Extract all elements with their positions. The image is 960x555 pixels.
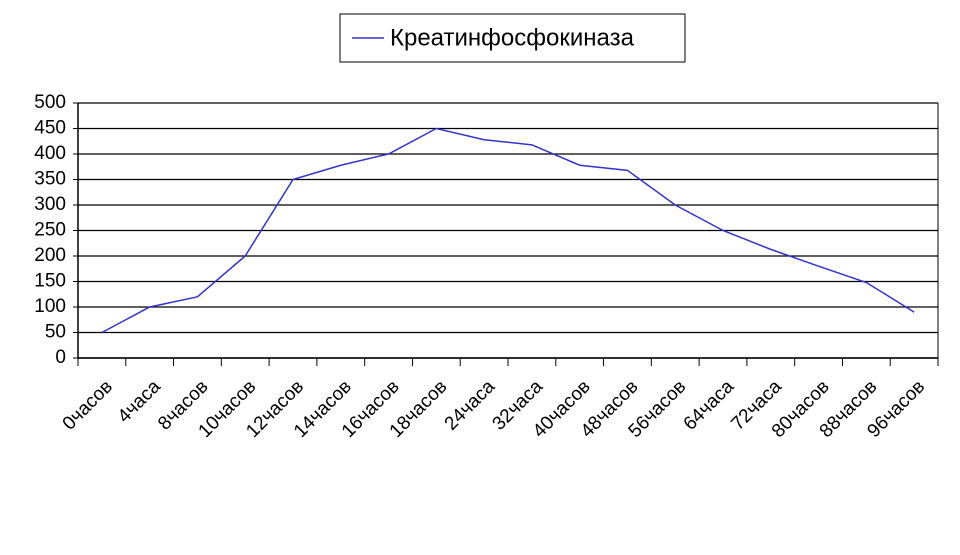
y-tick-label: 50: [45, 322, 66, 343]
x-tick-label: 0часов: [59, 376, 117, 434]
y-tick-label: 150: [34, 271, 66, 292]
y-tick-label: 450: [34, 118, 66, 139]
y-tick-label: 100: [34, 296, 66, 317]
x-tick-label: 24часа: [441, 376, 500, 435]
x-tick-label: 64часа: [680, 376, 739, 435]
y-tick-label: 400: [34, 143, 66, 164]
y-tick-label: 500: [34, 92, 66, 113]
y-tick-label: 300: [34, 194, 66, 215]
line-series: [101, 127, 915, 334]
legend-box: [339, 13, 686, 63]
y-tick-label: 0: [55, 347, 66, 368]
y-tick-label: 250: [34, 220, 66, 241]
y-tick-label: 200: [34, 245, 66, 266]
y-tick-label: 350: [34, 169, 66, 190]
legend-label: Креатинфосфокиназа: [390, 24, 635, 51]
legend: Креатинфосфокиназа: [339, 13, 686, 63]
